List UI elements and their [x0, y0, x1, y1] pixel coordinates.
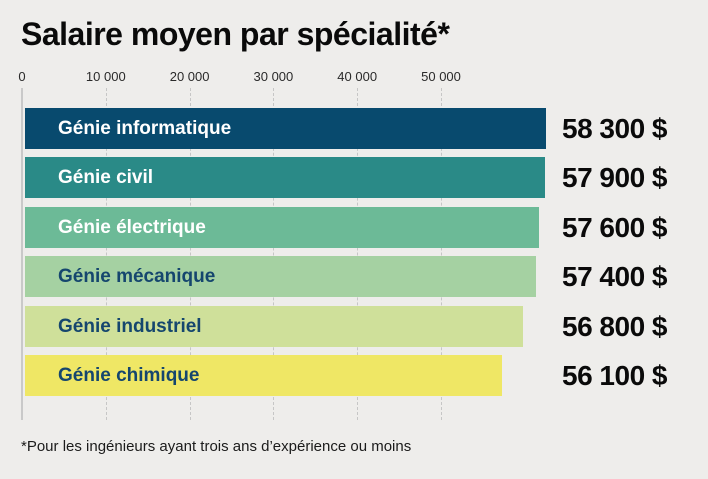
x-axis-tick-label: 50 000 — [421, 69, 461, 84]
bar-label: Génie électrique — [58, 216, 206, 238]
x-axis-tick-label: 30 000 — [253, 69, 294, 84]
bar-value: 56 800 $ — [562, 311, 668, 342]
bar: Génie civil — [25, 157, 545, 198]
axis-baseline — [21, 88, 23, 420]
chart-title: Salaire moyen par spécialité* — [21, 16, 450, 52]
gridline — [357, 88, 359, 420]
bar-value: 57 900 $ — [562, 162, 668, 193]
bar: Génie mécanique — [25, 256, 536, 297]
bar-label: Génie informatique — [58, 117, 232, 139]
bar: Génie électrique — [25, 207, 539, 248]
bar-value: 58 300 $ — [562, 113, 668, 144]
gridline — [189, 88, 191, 420]
x-axis-tick-label: 40 000 — [337, 69, 378, 84]
bar: Génie informatique — [25, 108, 546, 149]
bar-value: 57 400 $ — [562, 261, 668, 292]
gridline — [273, 88, 275, 420]
bar-value: 57 600 $ — [562, 212, 668, 243]
bar: Génie chimique — [25, 355, 502, 396]
bar-label: Génie chimique — [58, 364, 200, 386]
gridline — [105, 88, 107, 420]
bar: Génie industriel — [25, 306, 523, 347]
x-axis-tick-label: 10 000 — [85, 69, 126, 84]
footnote: *Pour les ingénieurs ayant trois ans d’e… — [21, 438, 412, 455]
bar-label: Génie civil — [58, 166, 154, 188]
gridline — [441, 88, 442, 420]
x-axis-tick-label: 0 — [18, 69, 26, 84]
bar-value: 56 100 $ — [562, 360, 668, 391]
bar-label: Génie industriel — [58, 315, 202, 337]
x-axis-tick-label: 20 000 — [169, 69, 210, 84]
bar-label: Génie mécanique — [58, 265, 216, 287]
